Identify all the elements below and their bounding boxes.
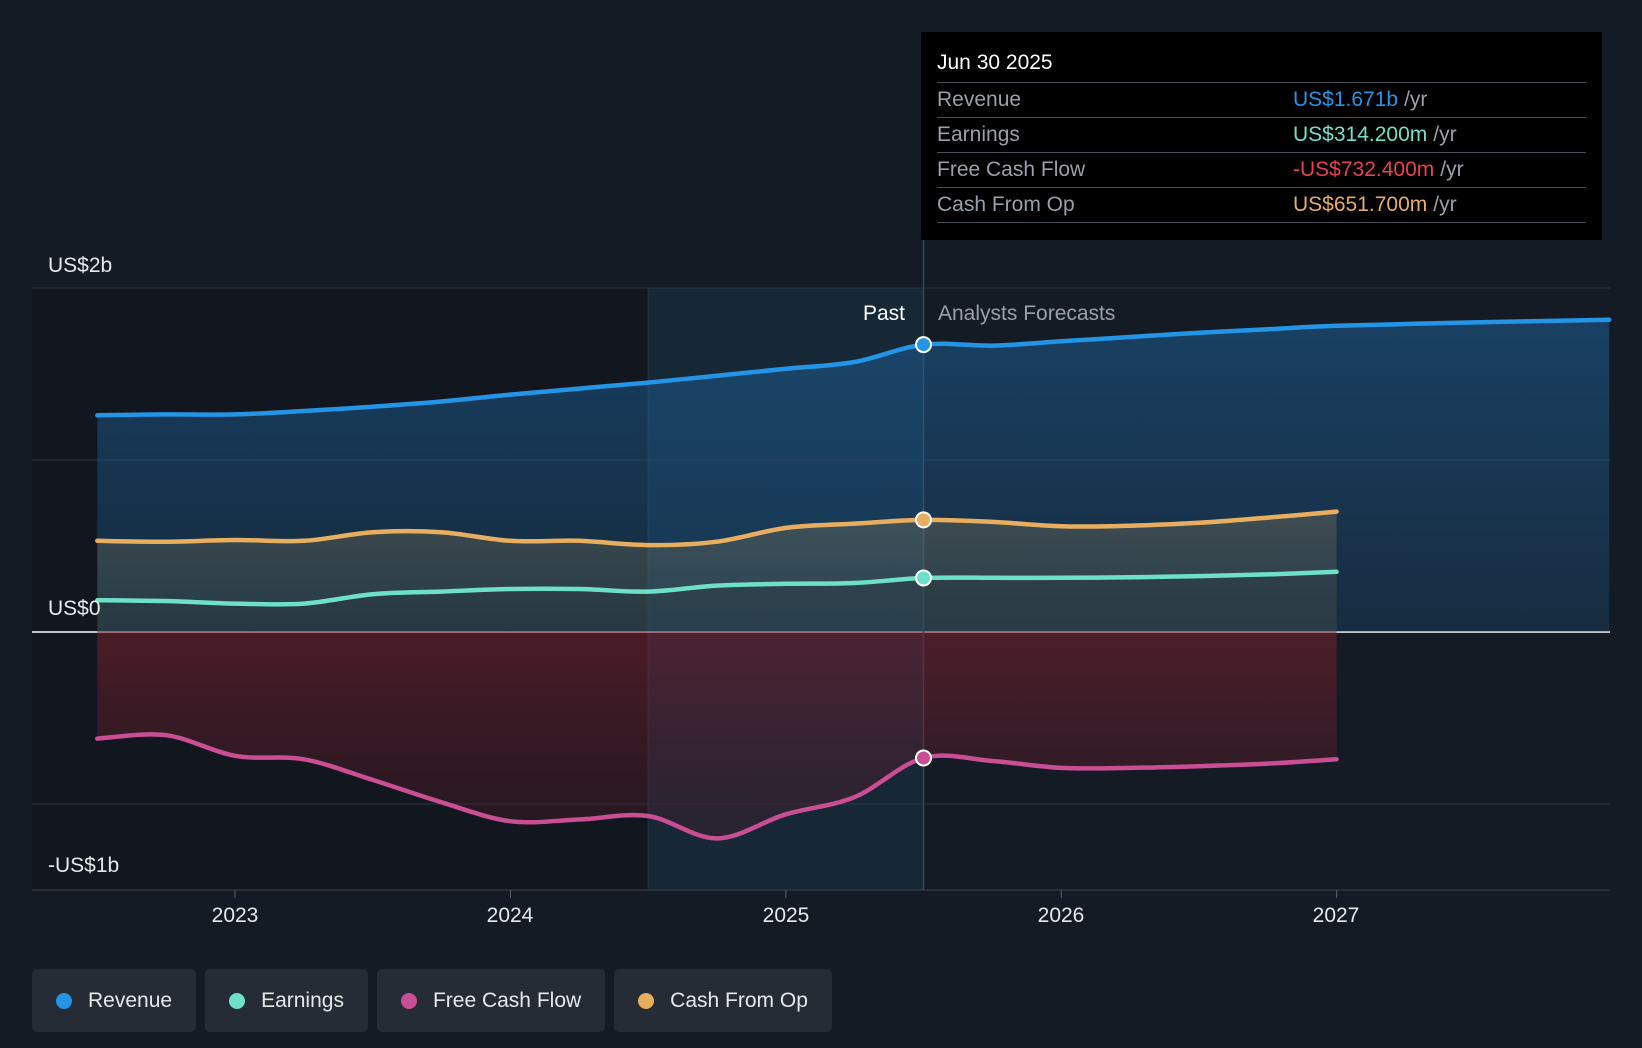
tooltip-unit: /yr	[1440, 158, 1464, 181]
legend-item-cash-from-op[interactable]: Cash From Op	[614, 969, 832, 1032]
legend-dot-icon	[638, 992, 655, 1009]
cash-from-op-line	[95, 509, 1339, 548]
earnings-line	[95, 569, 1339, 607]
legend-dot-icon	[56, 992, 72, 1009]
tooltip-row-cash-from-op: Cash From Op US$651.700m /yr	[937, 188, 1586, 223]
tooltip-date: Jun 30 2025	[937, 46, 1586, 83]
tooltip-unit: /yr	[1433, 193, 1457, 216]
tooltip-label: Revenue	[937, 88, 1022, 111]
tooltip-label: Earnings	[937, 123, 1020, 146]
x-tick-label-2025: 2025	[763, 904, 810, 927]
x-tick-label-2026: 2026	[1038, 904, 1085, 927]
x-tick-label-2024: 2024	[487, 904, 534, 927]
tooltip-unit: /yr	[1433, 123, 1457, 146]
tooltip-label: Free Cash Flow	[937, 158, 1086, 181]
tooltip-value: -US$732.400m	[1293, 158, 1435, 181]
revenue-line	[95, 317, 1612, 418]
legend-label: Free Cash Flow	[432, 988, 582, 1012]
tooltip-value: US$1.671b	[1293, 88, 1399, 111]
cash-from-op-area	[97, 511, 1337, 632]
tooltip-label: Cash From Op	[937, 193, 1075, 216]
tooltip-value: US$314.200m	[1293, 123, 1428, 146]
tooltip: Jun 30 2025 Revenue US$1.671b /yr Earnin…	[921, 32, 1602, 240]
forecast-label: Analysts Forecasts	[938, 302, 1115, 325]
y-tick-label-top: US$2b	[48, 254, 112, 277]
legend: Revenue Earnings Free Cash Flow Cash Fro…	[32, 969, 832, 1032]
tooltip-unit: /yr	[1404, 88, 1428, 111]
x-tick-label-2023: 2023	[212, 904, 259, 927]
tooltip-row-earnings: Earnings US$314.200m /yr	[937, 118, 1586, 153]
y-tick-label-bottom: -US$1b	[48, 854, 119, 877]
y-tick-label-zero: US$0	[48, 597, 101, 620]
tooltip-row-free-cash-flow: Free Cash Flow -US$732.400m /yr	[937, 153, 1586, 188]
legend-item-earnings[interactable]: Earnings	[205, 969, 368, 1032]
earnings-area	[97, 571, 1337, 632]
earnings-marker	[915, 569, 932, 587]
x-tick-label-2027: 2027	[1313, 904, 1360, 927]
tooltip-row-revenue: Revenue US$1.671b /yr	[937, 83, 1586, 118]
legend-dot-icon	[229, 992, 246, 1009]
past-label: Past	[863, 302, 905, 325]
revenue-marker	[915, 336, 932, 354]
legend-label: Revenue	[88, 988, 173, 1012]
legend-dot-icon	[400, 992, 417, 1009]
free-cash-flow-area	[97, 632, 1337, 839]
cash-from-op-marker	[915, 511, 932, 529]
free-cash-flow-line	[95, 732, 1339, 841]
legend-label: Cash From Op	[670, 988, 808, 1012]
legend-item-revenue[interactable]: Revenue	[32, 969, 197, 1032]
legend-item-free-cash-flow[interactable]: Free Cash Flow	[376, 969, 606, 1032]
tooltip-value: US$651.700m	[1293, 193, 1428, 216]
legend-label: Earnings	[261, 988, 344, 1012]
free-cash-flow-marker	[915, 749, 932, 767]
